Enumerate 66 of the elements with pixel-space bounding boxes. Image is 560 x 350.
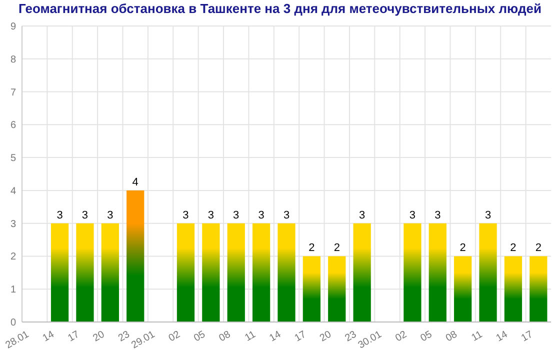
x-tick-label: 14 [41,328,57,344]
y-tick-label: 9 [10,22,16,32]
y-tick-label: 2 [10,252,16,263]
y-tick-label: 7 [10,87,16,98]
bar [252,223,270,322]
bar [328,256,346,322]
x-tick-label: 30.01 [356,328,384,350]
data-label: 3 [182,209,189,222]
data-label: 3 [107,209,114,222]
y-tick-label: 5 [10,153,16,164]
bar [302,256,321,322]
data-label: 2 [460,242,466,254]
data-label: 3 [283,209,290,222]
x-tick-label: 05 [418,328,434,344]
x-tick-label: 02 [167,328,183,344]
bar [353,223,371,322]
y-tick-label: 3 [10,218,16,230]
data-label: 3 [233,209,240,222]
x-tick-label: 17 [66,328,82,344]
x-tick-label: 23 [116,328,132,344]
x-tick-label: 05 [192,328,208,344]
bar [76,223,94,322]
data-label: 2 [510,242,516,254]
bar [176,223,195,322]
data-label: 3 [409,209,416,222]
data-label: 3 [484,209,492,222]
bar [530,256,548,322]
y-tick-label: 0 [10,318,16,328]
x-tick-label: 17 [520,328,536,344]
bar [404,223,422,322]
x-tick-label: 14 [268,328,284,344]
x-tick-label: 08 [217,328,233,344]
data-label: 3 [258,209,264,222]
bar [227,223,245,322]
data-label: 3 [82,209,88,222]
data-label: 2 [535,242,542,254]
y-tick-label: 1 [10,284,16,296]
bar [479,223,497,322]
y-tick-label: 4 [10,186,16,197]
x-tick-label: 17 [292,328,308,344]
data-label: 3 [56,209,63,222]
bar [278,223,296,322]
data-label: 2 [334,242,340,254]
data-label: 2 [308,242,315,254]
bar [101,223,119,322]
bar [504,256,522,322]
data-label: 3 [434,209,441,222]
bar [50,223,69,322]
y-tick-label: 8 [10,54,16,66]
x-tick-label: 11 [243,328,258,344]
data-label: 4 [132,176,138,188]
x-tick-label: 23 [343,328,359,344]
bar [202,223,220,322]
x-tick-label: 02 [394,328,410,344]
data-label: 3 [359,209,366,222]
chart-title: Геомагнитная обстановка в Ташкенте на 3 дня для метеочувствительных людей [18,1,542,16]
data-label: 3 [208,209,214,222]
x-tick-label: 20 [318,328,334,344]
x-tick-label: 08 [444,328,460,344]
y-tick-label: 6 [10,120,16,132]
bar [454,256,472,322]
x-tick-label: 20 [91,328,107,344]
x-tick-label: 11 [470,328,485,344]
bar [126,190,144,322]
x-tick-label: 14 [494,328,510,344]
bar [428,223,446,322]
